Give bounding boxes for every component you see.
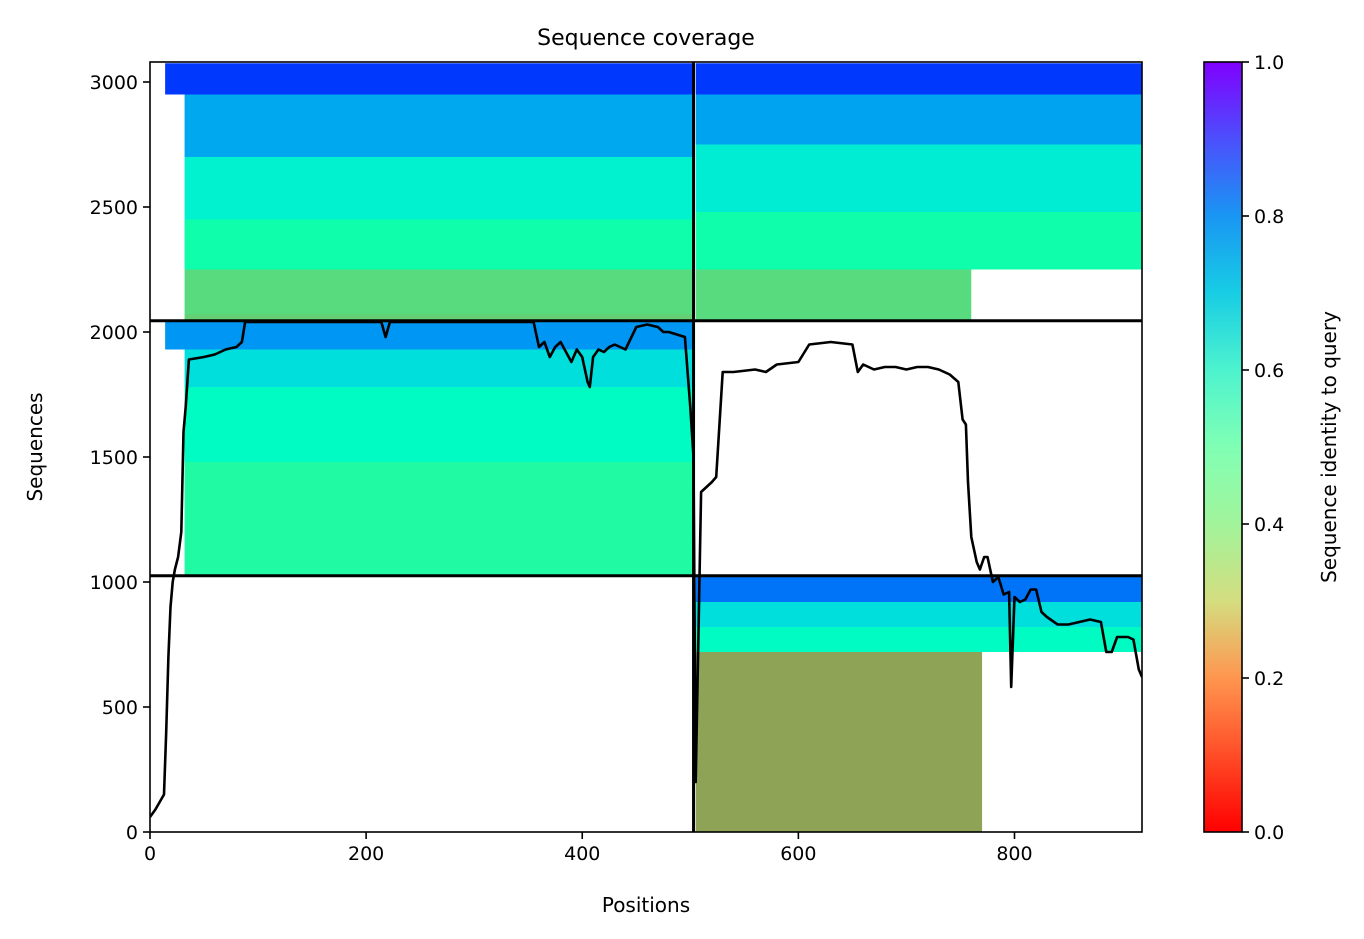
y-tick-label: 1000 xyxy=(90,572,138,594)
coverage-block xyxy=(184,349,694,387)
coverage-block xyxy=(695,575,1142,602)
coverage-block xyxy=(695,63,1142,95)
colorbar-axis: 0.0 0.2 0.4 0.6 0.8 1.0 xyxy=(1242,52,1284,844)
y-tick-label: 500 xyxy=(102,697,138,719)
x-tick-label: 400 xyxy=(564,843,600,865)
coverage-block xyxy=(695,212,1142,270)
plot-frame xyxy=(149,61,1143,833)
coverage-block xyxy=(184,94,694,157)
x-tick-label: 600 xyxy=(780,843,816,865)
colorbar-tick-label: 0.2 xyxy=(1254,668,1284,690)
coverage-block xyxy=(184,462,694,576)
coverage-block xyxy=(165,320,694,350)
coverage-block xyxy=(165,63,694,95)
colorbar-tick-label: 0.8 xyxy=(1254,206,1284,228)
y-tick-label: 3000 xyxy=(90,72,138,94)
coverage-block xyxy=(695,94,1142,145)
colorbar xyxy=(1203,61,1243,833)
coverage-line xyxy=(150,320,1142,818)
coverage-block xyxy=(695,627,1142,652)
coverage-block xyxy=(695,269,972,321)
coverage-heatmap xyxy=(165,63,1142,832)
x-tick-label: 800 xyxy=(996,843,1032,865)
coverage-block xyxy=(695,144,1142,212)
colorbar-tick-label: 1.0 xyxy=(1254,52,1284,74)
coverage-block xyxy=(184,269,694,315)
y-tick-label: 2000 xyxy=(90,322,138,344)
y-tick-label: 0 xyxy=(126,822,138,844)
coverage-block xyxy=(184,219,694,270)
colorbar-tick-label: 0.6 xyxy=(1254,360,1284,382)
x-tick-label: 0 xyxy=(144,843,156,865)
y-axis: 0 500 1000 1500 2000 2500 3000 xyxy=(90,72,150,844)
x-tick-label: 200 xyxy=(348,843,384,865)
coverage-block xyxy=(184,157,694,220)
y-tick-label: 2500 xyxy=(90,197,138,219)
y-axis-label: Sequences xyxy=(23,392,47,501)
coverage-block xyxy=(695,602,1142,627)
x-axis: 0 200 400 600 800 xyxy=(144,832,1033,865)
chart-title: Sequence coverage xyxy=(537,26,755,51)
y-tick-label: 1500 xyxy=(90,447,138,469)
coverage-block xyxy=(184,387,694,462)
coverage-block xyxy=(184,314,694,321)
colorbar-label: Sequence identity to query xyxy=(1317,311,1341,583)
x-axis-label: Positions xyxy=(602,893,690,917)
colorbar-tick-label: 0.0 xyxy=(1254,822,1284,844)
colorbar-tick-label: 0.4 xyxy=(1254,514,1284,536)
coverage-line-layer xyxy=(150,320,1142,818)
coverage-block xyxy=(695,652,983,832)
